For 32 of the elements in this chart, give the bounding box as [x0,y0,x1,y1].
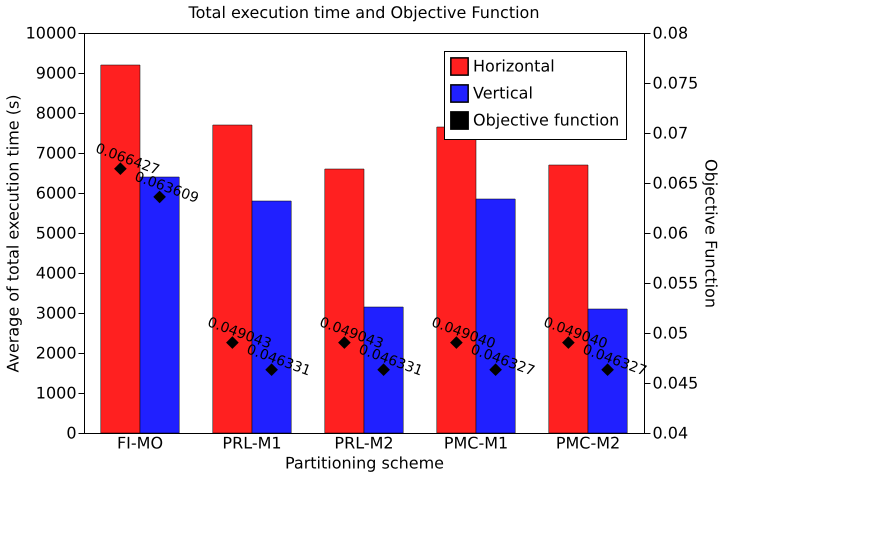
y2-tick-label: 0.05 [652,324,688,342]
y-axis-title: Average of total execution time (s) [4,94,23,373]
y-tick-label: 1000 [36,384,76,402]
y-tick-label: 5000 [36,224,76,242]
y2-axis-title: Objective Function [701,158,720,308]
y-tick-label: 7000 [36,144,76,162]
y2-tick-label: 0.055 [652,274,698,292]
legend-label: Objective function [473,110,620,130]
y2-tick-label: 0.065 [652,174,698,192]
y-tick-label: 10000 [26,24,76,42]
y-tick-label: 2000 [36,344,76,362]
y2-tick-label: 0.075 [652,74,698,92]
x-tick-label: FI-MO [116,434,164,452]
y2-tick-label: 0.08 [652,24,688,42]
y2-tick-label: 0.07 [652,124,688,142]
y-tick-label: 0 [66,424,76,442]
legend-label: Horizontal [473,56,555,76]
y-tick-label: 3000 [36,304,76,322]
y-tick-label: 4000 [36,264,76,282]
y-tick-label: 6000 [36,184,76,202]
y-tick-label: 9000 [36,64,76,82]
y2-tick-label: 0.045 [652,374,698,392]
legend-label: Vertical [473,84,533,102]
y2-tick-label: 0.04 [652,424,688,442]
chart-title: Total execution time and Objective Function [188,3,540,22]
y2-tick-label: 0.06 [652,224,688,242]
x-tick-label: PRL-M1 [222,434,282,452]
x-tick-label: PRL-M2 [334,434,394,452]
x-tick-label: PMC-M2 [556,434,620,452]
y-tick-label: 8000 [36,104,76,122]
x-axis-title: Partitioning scheme [284,454,444,472]
x-tick-label: PMC-M1 [444,434,508,452]
